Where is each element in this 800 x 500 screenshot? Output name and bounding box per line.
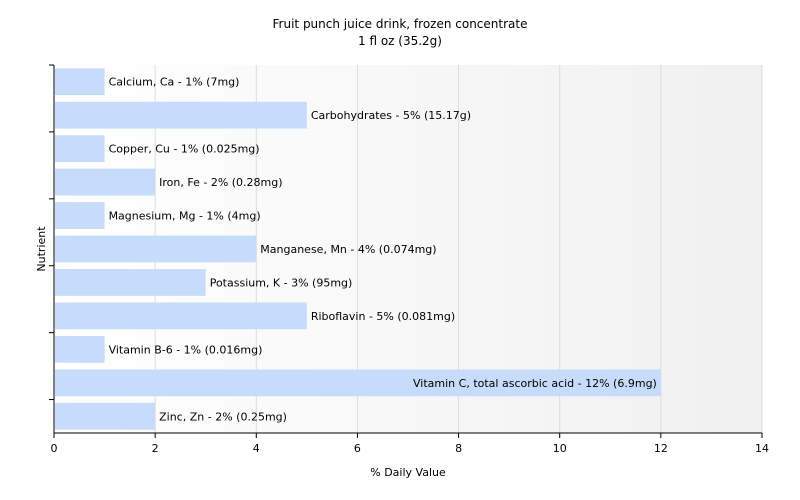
y-axis-ticks bbox=[49, 64, 54, 401]
x-tick-label: 4 bbox=[253, 442, 260, 455]
bar-label: Iron, Fe - 2% (0.28mg) bbox=[159, 176, 282, 189]
bar bbox=[55, 269, 206, 296]
bar bbox=[55, 168, 156, 196]
x-tick-label: 12 bbox=[654, 442, 668, 455]
bar-label: Manganese, Mn - 4% (0.074mg) bbox=[260, 243, 436, 256]
x-axis-label: % Daily Value bbox=[370, 466, 446, 479]
bar bbox=[55, 335, 105, 363]
bar bbox=[55, 68, 105, 96]
x-tick-label: 0 bbox=[51, 442, 58, 455]
bar bbox=[55, 402, 156, 430]
chart-title: Fruit punch juice drink, frozen concentr… bbox=[273, 17, 528, 31]
bar-label: Vitamin B-6 - 1% (0.016mg) bbox=[109, 343, 263, 356]
bar-label: Magnesium, Mg - 1% (4mg) bbox=[109, 210, 261, 223]
x-tick-label: 10 bbox=[553, 442, 567, 455]
bar-label: Riboflavin - 5% (0.081mg) bbox=[311, 310, 455, 323]
bar-label: Calcium, Ca - 1% (7mg) bbox=[109, 76, 240, 89]
bar bbox=[55, 202, 105, 229]
bar-label: Carbohydrates - 5% (15.17g) bbox=[311, 109, 471, 122]
bar bbox=[55, 135, 105, 163]
bar bbox=[55, 369, 661, 397]
x-tick-label: 6 bbox=[354, 442, 361, 455]
bars bbox=[55, 68, 661, 430]
chart-subtitle: 1 fl oz (35.2g) bbox=[358, 34, 442, 48]
x-tick-label: 8 bbox=[455, 442, 462, 455]
bar-label: Zinc, Zn - 2% (0.25mg) bbox=[159, 410, 287, 423]
x-tick-label: 2 bbox=[152, 442, 159, 455]
y-axis-label: Nutrient bbox=[35, 226, 48, 272]
bar-labels: Calcium, Ca - 1% (7mg) Carbohydrates - 5%… bbox=[109, 76, 657, 424]
x-tick-label: 14 bbox=[755, 442, 769, 455]
bar-label: Vitamin C, total ascorbic acid - 12% (6.… bbox=[413, 377, 657, 390]
bar bbox=[55, 302, 307, 330]
bar bbox=[55, 101, 307, 129]
bar-label: Copper, Cu - 1% (0.025mg) bbox=[109, 143, 260, 156]
bar bbox=[55, 235, 257, 263]
bar-label: Potassium, K - 3% (95mg) bbox=[210, 276, 353, 289]
x-axis-ticks: 0 2 4 6 8 10 12 14 bbox=[51, 433, 769, 455]
